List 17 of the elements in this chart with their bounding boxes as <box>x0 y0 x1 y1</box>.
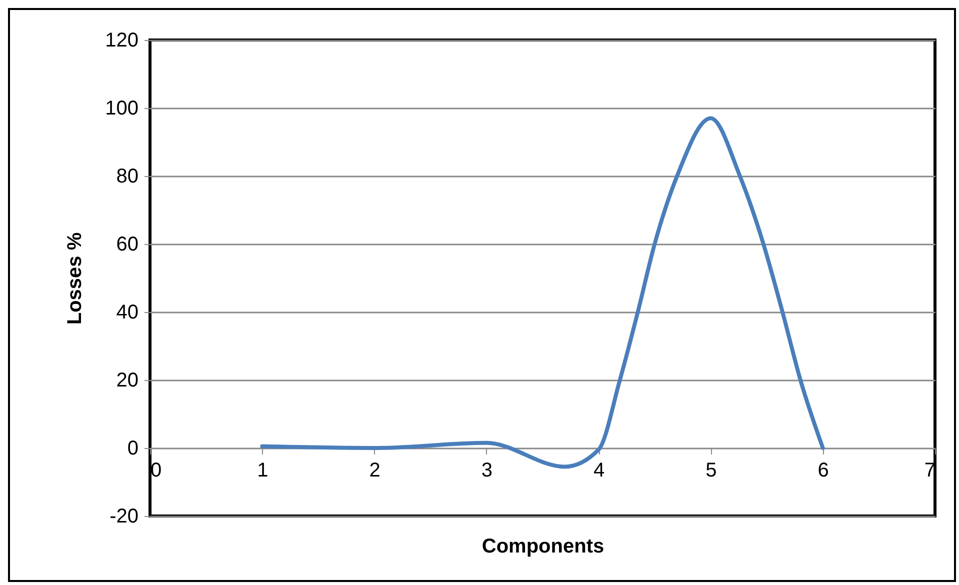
y-tick-label: 80 <box>116 166 138 188</box>
y-tick-label: 40 <box>116 302 138 324</box>
y-axis-title: Losses % <box>64 232 86 325</box>
y-tick-label: 0 <box>127 438 138 460</box>
x-tick-label: 2 <box>369 460 380 482</box>
x-tick-label: 5 <box>706 460 717 482</box>
x-tick-label: 3 <box>481 460 492 482</box>
y-tick-label: 20 <box>116 370 138 392</box>
x-axis-title: Components <box>482 536 604 558</box>
y-tick-label: 120 <box>105 30 138 52</box>
x-tick-label: 0 <box>150 460 162 482</box>
y-tick-label: 60 <box>116 234 138 256</box>
x-tick-label: 1 <box>257 460 268 482</box>
y-tick-label: -20 <box>110 506 138 528</box>
x-tick-label: 4 <box>594 460 605 482</box>
y-tick-label: 100 <box>105 98 138 120</box>
x-tick-label: 6 <box>818 460 829 482</box>
